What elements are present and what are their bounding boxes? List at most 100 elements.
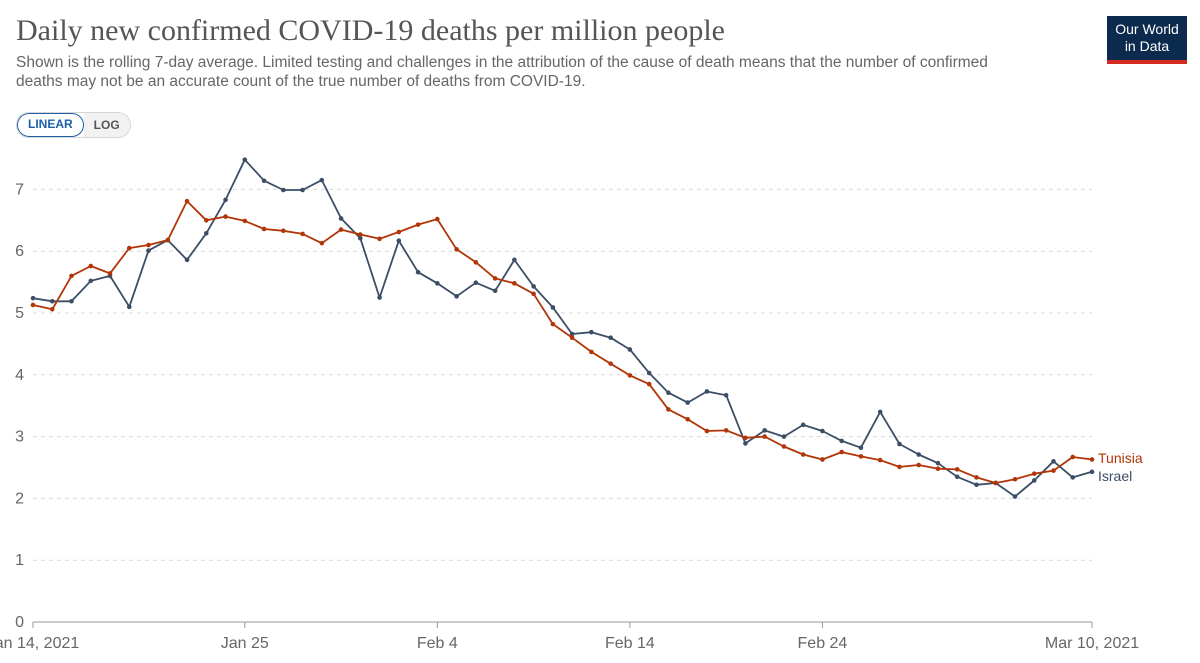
data-point-israel — [1051, 459, 1056, 464]
data-point-israel — [666, 390, 671, 396]
data-point-tunisia — [261, 226, 267, 232]
data-point-tunisia — [839, 449, 844, 455]
data-point-tunisia — [646, 381, 652, 387]
data-point-tunisia — [608, 361, 613, 366]
data-point-tunisia — [454, 247, 459, 252]
data-point-israel — [800, 422, 806, 428]
data-point-israel — [1070, 475, 1076, 480]
data-point-israel — [454, 294, 459, 299]
chart-subtitle: Shown is the rolling 7-day average. Limi… — [16, 54, 988, 90]
data-point-israel — [897, 441, 902, 447]
data-point-israel — [1012, 494, 1018, 499]
data-point-tunisia — [242, 218, 248, 224]
data-point-tunisia — [935, 466, 941, 472]
data-point-tunisia — [107, 271, 113, 276]
data-point-tunisia — [415, 222, 421, 227]
data-point-tunisia — [974, 475, 979, 480]
data-point-israel — [531, 284, 536, 289]
data-point-israel — [954, 474, 960, 480]
data-point-tunisia — [993, 480, 999, 486]
data-point-israel — [569, 331, 575, 337]
data-point-israel — [512, 257, 517, 263]
data-point-tunisia — [627, 373, 633, 378]
data-point-tunisia — [126, 245, 132, 251]
data-point-israel — [203, 230, 209, 236]
data-point-israel — [49, 298, 55, 304]
x-axis-ticks: Jan 14, 2021 Jan 25 Feb 4 Feb 14 Feb 24 Mar 1… — [0, 622, 1139, 652]
data-point-tunisia — [184, 198, 190, 204]
x-tick-label: Mar 10, 2021 — [1045, 635, 1139, 652]
data-point-israel — [358, 235, 363, 241]
data-point-israel — [762, 428, 767, 433]
data-point-tunisia — [435, 216, 440, 222]
data-point-tunisia — [30, 302, 36, 308]
y-tick-label: 3 — [15, 429, 24, 446]
data-point-israel — [858, 445, 864, 451]
data-point-tunisia — [1070, 454, 1076, 460]
data-point-tunisia — [666, 407, 671, 412]
data-point-tunisia — [550, 321, 556, 327]
logo-line-2: in Data — [1124, 38, 1170, 54]
series-labels: Israel Tunisia — [1098, 450, 1143, 484]
data-point-tunisia — [897, 464, 902, 470]
scale-toggle[interactable]: LINEAR LOG — [16, 112, 131, 138]
data-point-israel — [126, 304, 132, 310]
data-point-israel — [242, 157, 248, 163]
data-point-israel — [338, 216, 344, 221]
data-point-tunisia — [1012, 476, 1018, 482]
data-point-tunisia — [685, 416, 690, 422]
data-point-israel — [300, 187, 305, 193]
data-point-israel — [146, 248, 151, 253]
log-scale-button[interactable]: LOG — [83, 113, 130, 137]
data-point-tunisia — [88, 263, 94, 269]
data-point-israel — [261, 178, 267, 184]
data-point-israel — [473, 280, 479, 286]
data-point-israel — [743, 441, 748, 446]
data-point-israel — [974, 482, 979, 488]
data-point-israel — [685, 400, 690, 405]
series-label-israel: Israel — [1098, 468, 1132, 484]
data-point-tunisia — [858, 454, 864, 459]
data-point-tunisia — [877, 457, 883, 463]
series-line-israel — [32, 158, 1093, 498]
data-point-tunisia — [281, 228, 286, 234]
data-point-israel — [550, 305, 556, 310]
linear-scale-button[interactable]: LINEAR — [17, 113, 84, 137]
data-point-israel — [69, 298, 74, 304]
series-label-tunisia: Tunisia — [1098, 450, 1143, 466]
data-point-tunisia — [49, 306, 55, 312]
chart-title: Daily new confirmed COVID-19 deaths per … — [16, 14, 725, 47]
data-point-tunisia — [319, 240, 325, 246]
data-point-tunisia — [338, 227, 344, 232]
data-point-israel — [916, 452, 922, 457]
data-point-israel — [589, 329, 594, 335]
data-point-israel — [223, 197, 228, 203]
logo-accent-bar — [1107, 60, 1187, 64]
data-point-israel — [935, 460, 941, 466]
data-point-tunisia — [1089, 457, 1095, 462]
data-point-israel — [184, 257, 190, 263]
data-point-tunisia — [492, 276, 498, 281]
data-point-tunisia — [377, 236, 382, 242]
data-point-israel — [1031, 478, 1037, 483]
data-point-israel — [877, 409, 883, 415]
data-point-israel — [30, 295, 36, 301]
data-point-israel — [1089, 469, 1095, 475]
data-point-tunisia — [146, 242, 151, 248]
data-point-israel — [435, 281, 440, 286]
data-point-tunisia — [473, 260, 479, 265]
data-point-israel — [839, 438, 844, 444]
x-tick-label: Jan 14, 2021 — [0, 635, 79, 652]
x-tick-label: Feb 14 — [605, 635, 655, 652]
data-point-tunisia — [762, 434, 767, 439]
owid-logo[interactable]: Our World in Data — [1107, 16, 1187, 64]
grid-lines — [33, 188, 1092, 623]
data-point-israel — [492, 288, 498, 294]
data-point-israel — [608, 335, 613, 341]
data-point-israel — [319, 177, 325, 183]
x-tick-label: Feb 24 — [798, 635, 848, 652]
data-point-tunisia — [743, 435, 748, 441]
data-point-tunisia — [1031, 471, 1037, 476]
data-point-israel — [415, 269, 421, 275]
